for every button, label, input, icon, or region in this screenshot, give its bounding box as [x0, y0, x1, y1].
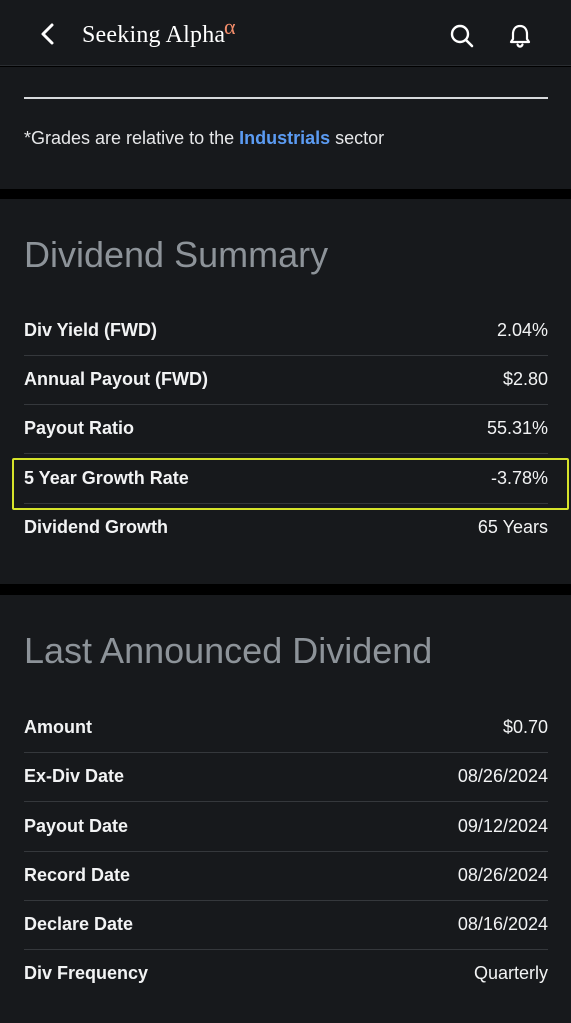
- summary-row-5yr-growth: 5 Year Growth Rate -3.78%: [24, 455, 548, 504]
- grades-section: *Grades are relative to the Industrials …: [0, 67, 571, 189]
- row-label: Div Frequency: [24, 963, 149, 983]
- row-value: -3.78%: [490, 468, 548, 488]
- row-value: 08/16/2024: [457, 914, 548, 934]
- app-header: Seeking Alpha α: [0, 0, 571, 66]
- summary-row-payout-ratio: Payout Ratio 55.31%: [24, 405, 548, 454]
- announced-row-ex-div: Ex-Div Date 08/26/2024: [24, 753, 548, 802]
- row-value: 65 Years: [477, 517, 548, 537]
- summary-row-dividend-growth: Dividend Growth 65 Years: [24, 504, 548, 553]
- summary-row-div-yield: Div Yield (FWD) 2.04%: [24, 307, 548, 356]
- row-label: Dividend Growth: [24, 517, 168, 537]
- announced-row-payout-date: Payout Date 09/12/2024: [24, 803, 548, 852]
- divider: [24, 97, 548, 99]
- dividend-summary-title: Dividend Summary: [24, 234, 329, 275]
- announced-row-declare-date: Declare Date 08/16/2024: [24, 901, 548, 950]
- grades-note-suffix: sector: [330, 128, 385, 148]
- row-value: 08/26/2024: [457, 766, 548, 786]
- row-value: 09/12/2024: [457, 816, 548, 836]
- back-arrow-icon: [41, 23, 54, 45]
- row-value: 2.04%: [496, 320, 548, 340]
- last-announced-section: Last Announced Dividend Amount $0.70 Ex-…: [0, 595, 571, 1023]
- row-value: $0.70: [502, 717, 548, 737]
- row-label: Annual Payout (FWD): [24, 369, 208, 389]
- row-value: Quarterly: [473, 963, 548, 983]
- row-label: 5 Year Growth Rate: [24, 468, 189, 488]
- announced-row-record-date: Record Date 08/26/2024: [24, 852, 548, 901]
- row-label: Div Yield (FWD): [24, 320, 158, 340]
- brand-logo: Seeking Alpha: [82, 22, 226, 48]
- dividend-summary-section: Dividend Summary Div Yield (FWD) 2.04% A…: [0, 199, 571, 584]
- brand-alpha-mark: α: [224, 14, 236, 39]
- bell-icon: [509, 24, 531, 48]
- row-value: 08/26/2024: [457, 865, 548, 885]
- announced-row-amount: Amount $0.70: [24, 704, 548, 753]
- back-button[interactable]: [34, 20, 62, 48]
- row-label: Declare Date: [24, 914, 134, 934]
- notifications-button[interactable]: [506, 22, 534, 50]
- row-value: $2.80: [502, 369, 548, 389]
- row-label: Payout Date: [24, 816, 129, 836]
- row-value: 55.31%: [486, 418, 548, 438]
- row-label: Payout Ratio: [24, 418, 135, 438]
- grades-note: *Grades are relative to the Industrials …: [24, 128, 384, 149]
- summary-row-annual-payout: Annual Payout (FWD) $2.80: [24, 356, 548, 405]
- row-label: Amount: [24, 717, 92, 737]
- search-button[interactable]: [448, 22, 476, 50]
- row-label: Record Date: [24, 865, 131, 885]
- search-icon: [450, 24, 474, 48]
- announced-row-div-frequency: Div Frequency Quarterly: [24, 950, 548, 999]
- row-label: Ex-Div Date: [24, 766, 125, 786]
- grades-note-prefix: *Grades are relative to the: [24, 128, 240, 148]
- last-announced-title: Last Announced Dividend: [24, 630, 433, 671]
- sector-link[interactable]: Industrials: [239, 128, 331, 148]
